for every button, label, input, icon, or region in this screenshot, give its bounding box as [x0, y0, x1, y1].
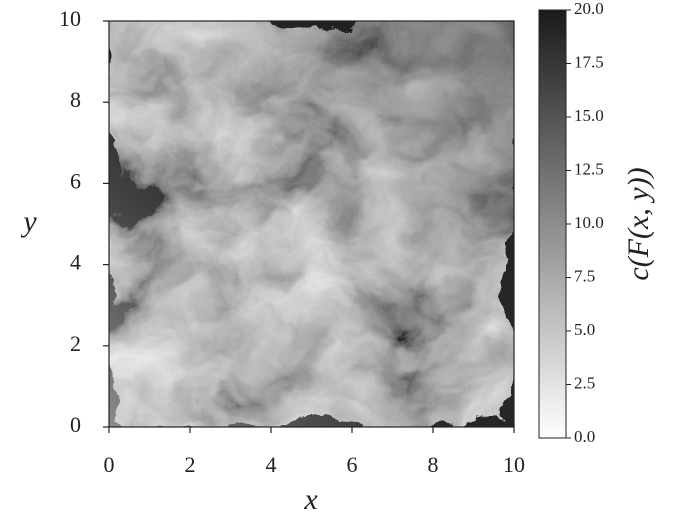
colorbar-tick-label: 5.0 [574, 320, 595, 339]
y-tick-label: 0 [70, 412, 81, 437]
x-tick-label: 0 [104, 452, 115, 477]
colorbar-tick-label: 7.5 [574, 266, 595, 285]
y-axis-label: y [20, 205, 37, 238]
x-axis-label: x [303, 483, 318, 516]
colorbar-tick-label: 0.0 [574, 427, 595, 446]
plot-frame [108, 20, 515, 428]
x-tick-label: 8 [428, 452, 439, 477]
colorbar-tick-label: 17.5 [574, 52, 604, 71]
x-tick-label: 10 [503, 452, 525, 477]
x-tick-label: 4 [266, 452, 277, 477]
x-tick-label: 2 [185, 452, 196, 477]
colorbar-tick-label: 20.0 [574, 0, 604, 18]
field-image [109, 21, 514, 427]
colorbar-label: c(F(x, y)) [622, 167, 655, 280]
colorbar-tick-label: 10.0 [574, 213, 604, 232]
y-tick-label: 8 [70, 87, 81, 112]
y-tick-label: 4 [70, 250, 81, 275]
colorbar-tick-label: 2.5 [574, 373, 595, 392]
colorbar [538, 9, 567, 439]
y-tick-label: 2 [70, 331, 81, 356]
colorbar-tick-label: 15.0 [574, 106, 604, 125]
y-tick-label: 10 [59, 6, 81, 31]
y-tick-label: 6 [70, 168, 81, 193]
field-shading [109, 21, 514, 427]
colorbar-tick-label: 12.5 [574, 159, 604, 178]
x-tick-label: 6 [347, 452, 358, 477]
